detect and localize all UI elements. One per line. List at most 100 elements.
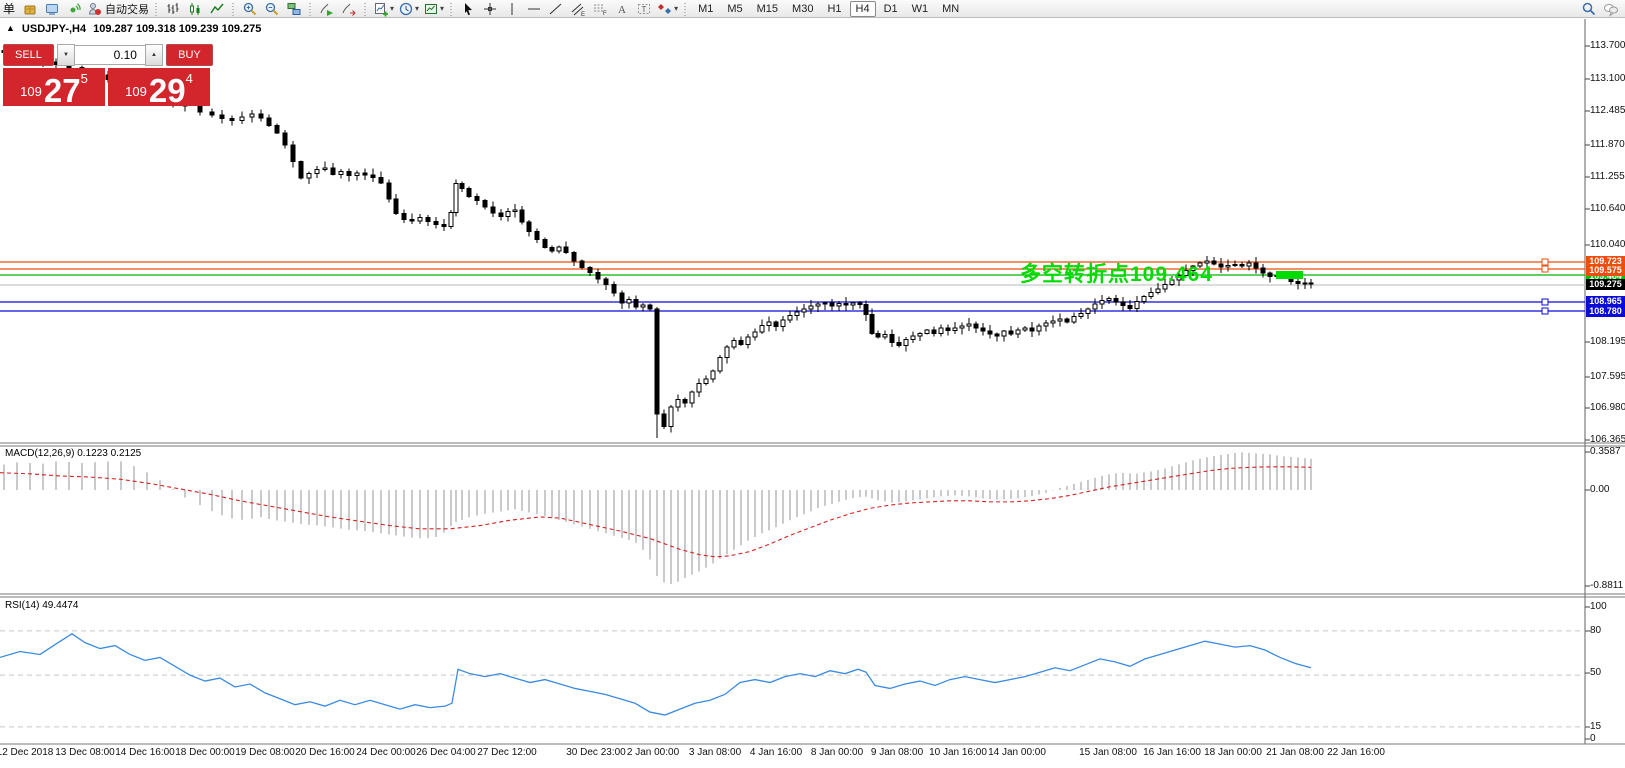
sell-button[interactable]: SELL <box>3 44 54 66</box>
time-axis-label: 13 Dec 08:00 <box>55 747 115 758</box>
macd-axis-label: 0.00 <box>1590 484 1610 495</box>
toolbar-right-group <box>1578 0 1622 18</box>
price-axis-label: 107.595 <box>1590 371 1625 382</box>
signals-button[interactable] <box>63 0 85 18</box>
timeframe-m30-button[interactable]: M30 <box>792 2 814 15</box>
timeframe-h4-button[interactable]: H4 <box>849 0 876 17</box>
templates-icon <box>425 3 438 14</box>
tile-windows-button[interactable] <box>283 0 305 18</box>
svg-text:T: T <box>642 5 647 14</box>
price-axis-label: 112.485 <box>1590 105 1625 116</box>
autotrading-button[interactable]: 自动交易 <box>85 0 151 18</box>
horizontal-line-icon <box>528 8 541 9</box>
buy-button[interactable]: BUY <box>165 44 213 66</box>
macd-indicator-label: MACD(12,26,9) 0.1223 0.2125 <box>5 448 142 459</box>
buy-price-pips: 29 <box>148 71 186 109</box>
toolbar-separator <box>683 1 689 16</box>
mql-community-button[interactable] <box>41 0 63 18</box>
crosshair-button[interactable] <box>479 0 501 18</box>
arrows-button[interactable]: ▾ <box>655 0 680 18</box>
rsi-axis-label: 80 <box>1590 625 1602 636</box>
zoom-out-button[interactable] <box>261 0 283 18</box>
auto-scroll-button[interactable] <box>316 0 338 18</box>
price-axis-label: 106.365 <box>1590 434 1625 445</box>
timeframe-m5-button[interactable]: M5 <box>727 2 743 15</box>
timeframe-w1-button[interactable]: W1 <box>911 2 929 15</box>
bar-chart-button[interactable] <box>162 0 184 18</box>
timeframe-m1-button[interactable]: M1 <box>698 2 714 15</box>
tile-windows-icon <box>287 2 301 15</box>
auto-scroll-icon <box>320 3 334 16</box>
mql-community-icon <box>46 3 59 15</box>
sell-price-point: 5 <box>80 71 88 86</box>
time-axis-label: 21 Jan 08:00 <box>1266 747 1324 758</box>
line-handle <box>1541 258 1549 266</box>
text-button[interactable]: A <box>611 0 633 18</box>
new-chart-button[interactable]: ▾ <box>371 0 396 18</box>
collapse-panel-icon[interactable]: ▲ <box>6 23 15 33</box>
price-axis-label: 113.700 <box>1590 40 1625 51</box>
search-button[interactable] <box>1578 0 1600 18</box>
timeframe-mn-button[interactable]: MN <box>942 2 960 15</box>
price-tag: 109.275 <box>1586 279 1625 290</box>
zoom-in-button[interactable] <box>239 0 261 18</box>
line-chart-button[interactable] <box>206 0 228 18</box>
fibonacci-icon: F <box>594 4 607 17</box>
rsi-axis-label: 50 <box>1590 667 1602 678</box>
time-axis-label: 30 Dec 23:00 <box>566 747 626 758</box>
time-axis-label: 8 Jan 00:00 <box>810 747 864 758</box>
vertical-line-button[interactable] <box>501 0 523 18</box>
rsi-indicator-label: RSI(14) 49.4474 <box>5 600 79 611</box>
templates-button[interactable]: ▾ <box>421 0 446 18</box>
equidistant-channel-icon: E <box>571 3 585 17</box>
buy-price-handle: 109 <box>125 84 147 99</box>
volume-increase-button[interactable]: ▲ <box>144 44 163 66</box>
fibonacci-button[interactable]: F <box>589 0 611 18</box>
text-label-button[interactable]: T <box>633 0 655 18</box>
price-axis-label: 106.980 <box>1590 402 1625 413</box>
timeframe-m15-button[interactable]: M15 <box>756 2 779 15</box>
toolbar-separator <box>363 1 369 16</box>
price-axis-label: 110.040 <box>1590 239 1625 250</box>
time-axis-label: 3 Jan 08:00 <box>688 747 742 758</box>
time-axis-label: 9 Jan 08:00 <box>870 747 924 758</box>
buy-price-display[interactable]: 109 29 4 <box>108 68 210 109</box>
price-tag: 109.723 <box>1586 256 1625 267</box>
menu-stub-label[interactable]: 单 <box>3 2 16 16</box>
timeframe-d1-button[interactable]: D1 <box>883 2 898 15</box>
symbol-period-label: USDJPY-,H4 <box>21 23 87 35</box>
candlestick-chart-button[interactable] <box>184 0 206 18</box>
volume-input[interactable] <box>74 45 145 65</box>
timeframe-h1-button[interactable]: H1 <box>827 2 842 15</box>
equidistant-channel-button[interactable]: E <box>567 0 589 18</box>
chevron-down-icon: ▾ <box>415 4 420 13</box>
trendline-icon <box>549 3 562 14</box>
price-axis-label: 111.255 <box>1590 171 1625 182</box>
sell-price-display[interactable]: 109 27 5 <box>3 68 105 107</box>
time-axis-label: 19 Dec 08:00 <box>235 747 295 758</box>
new-order-button[interactable] <box>19 0 41 18</box>
macd-axis-label: 0.3587 <box>1590 446 1621 457</box>
time-axis-label: 16 Jan 16:00 <box>1143 747 1201 758</box>
cursor-button[interactable] <box>457 0 479 18</box>
rsi-axis-label: 15 <box>1590 721 1602 732</box>
chevron-down-icon: ▾ <box>440 4 445 13</box>
vertical-line-icon <box>511 2 513 15</box>
trendline-button[interactable] <box>545 0 567 18</box>
cursor-icon <box>465 2 473 15</box>
price-axis-label: 113.100 <box>1590 73 1625 84</box>
chat-button[interactable] <box>1600 0 1622 18</box>
zoom-out-icon <box>265 2 279 15</box>
volume-decrease-button[interactable]: ▼ <box>56 44 75 66</box>
bar-chart-icon <box>167 2 179 14</box>
chart-header: ▲ USDJPY-,H4 109.287 109.318 109.239 109… <box>6 23 261 35</box>
price-axis-label: 111.870 <box>1590 139 1625 150</box>
periods-button[interactable]: ▾ <box>396 0 421 18</box>
candlestick-chart-icon <box>190 2 200 15</box>
price-tag: 108.965 <box>1586 296 1625 307</box>
time-axis-label: 10 Jan 16:00 <box>929 747 987 758</box>
chart-shift-button[interactable] <box>338 0 360 18</box>
horizontal-line-button[interactable] <box>523 0 545 18</box>
